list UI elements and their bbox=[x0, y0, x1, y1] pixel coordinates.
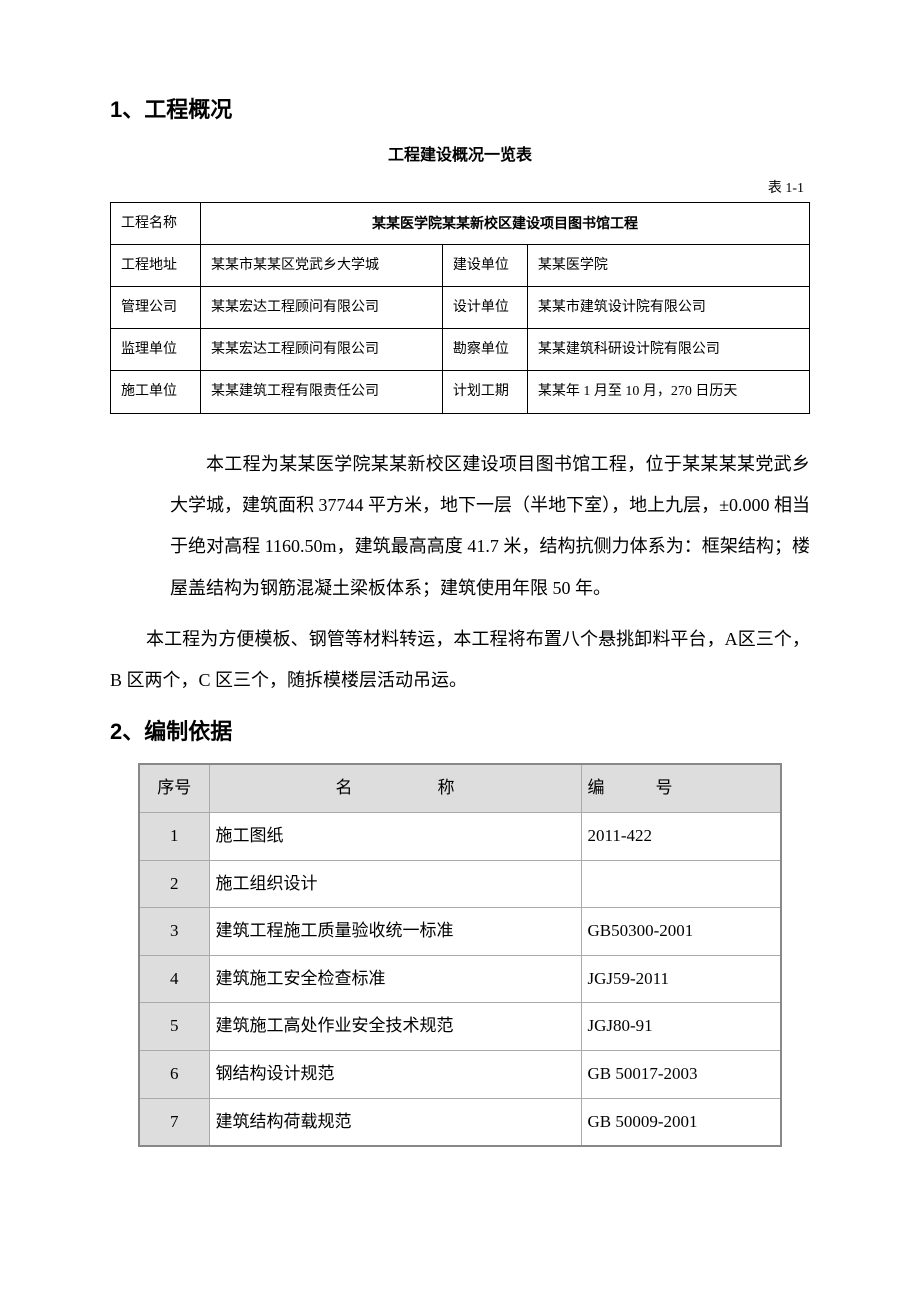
table-header-row: 序号 名 称 编 号 bbox=[139, 764, 781, 812]
cell-seq: 7 bbox=[139, 1098, 209, 1146]
cell-name: 施工图纸 bbox=[209, 813, 581, 861]
cell-code: 2011-422 bbox=[581, 813, 781, 861]
body-paragraph-1: 本工程为某某医学院某某新校区建设项目图书馆工程，位于某某某某党武乡大学城，建筑面… bbox=[170, 444, 810, 610]
table-row: 工程名称 某某医学院某某新校区建设项目图书馆工程 bbox=[111, 202, 810, 244]
table-row: 7 建筑结构荷载规范 GB 50009-2001 bbox=[139, 1098, 781, 1146]
overview-value: 某某宏达工程顾问有限公司 bbox=[201, 329, 443, 371]
table-row: 监理单位 某某宏达工程顾问有限公司 勘察单位 某某建筑科研设计院有限公司 bbox=[111, 329, 810, 371]
overview-label: 监理单位 bbox=[111, 329, 201, 371]
overview-value: 某某建筑科研设计院有限公司 bbox=[527, 329, 809, 371]
cell-seq: 2 bbox=[139, 860, 209, 908]
cell-name: 建筑工程施工质量验收统一标准 bbox=[209, 908, 581, 956]
overview-value: 某某医学院 bbox=[527, 244, 809, 286]
overview-value: 某某市建筑设计院有限公司 bbox=[527, 286, 809, 328]
basis-table: 序号 名 称 编 号 1 施工图纸 2011-422 2 施工组织设计 3 建筑… bbox=[138, 763, 782, 1147]
cell-name: 建筑施工高处作业安全技术规范 bbox=[209, 1003, 581, 1051]
table-row: 施工单位 某某建筑工程有限责任公司 计划工期 某某年 1 月至 10 月，270… bbox=[111, 371, 810, 413]
cell-code: GB 50009-2001 bbox=[581, 1098, 781, 1146]
overview-label: 施工单位 bbox=[111, 371, 201, 413]
table-row: 3 建筑工程施工质量验收统一标准 GB50300-2001 bbox=[139, 908, 781, 956]
overview-label: 建设单位 bbox=[442, 244, 527, 286]
overview-label: 工程名称 bbox=[111, 202, 201, 244]
section2-heading: 2、编制依据 bbox=[110, 712, 810, 752]
overview-label: 设计单位 bbox=[442, 286, 527, 328]
table-row: 6 钢结构设计规范 GB 50017-2003 bbox=[139, 1051, 781, 1099]
overview-label: 计划工期 bbox=[442, 371, 527, 413]
overview-value: 某某建筑工程有限责任公司 bbox=[201, 371, 443, 413]
overview-value: 某某年 1 月至 10 月，270 日历天 bbox=[527, 371, 809, 413]
overview-table-title: 工程建设概况一览表 bbox=[110, 142, 810, 171]
cell-name: 施工组织设计 bbox=[209, 860, 581, 908]
cell-name: 建筑结构荷载规范 bbox=[209, 1098, 581, 1146]
cell-code: JGJ80-91 bbox=[581, 1003, 781, 1051]
cell-name: 建筑施工安全检查标准 bbox=[209, 955, 581, 1003]
overview-label: 管理公司 bbox=[111, 286, 201, 328]
header-code: 编 号 bbox=[581, 764, 781, 812]
overview-table: 工程名称 某某医学院某某新校区建设项目图书馆工程 工程地址 某某市某某区党武乡大… bbox=[110, 202, 810, 414]
cell-seq: 1 bbox=[139, 813, 209, 861]
table-row: 管理公司 某某宏达工程顾问有限公司 设计单位 某某市建筑设计院有限公司 bbox=[111, 286, 810, 328]
table-row: 5 建筑施工高处作业安全技术规范 JGJ80-91 bbox=[139, 1003, 781, 1051]
overview-label: 勘察单位 bbox=[442, 329, 527, 371]
cell-seq: 5 bbox=[139, 1003, 209, 1051]
table-row: 工程地址 某某市某某区党武乡大学城 建设单位 某某医学院 bbox=[111, 244, 810, 286]
cell-seq: 4 bbox=[139, 955, 209, 1003]
table-row: 2 施工组织设计 bbox=[139, 860, 781, 908]
cell-seq: 6 bbox=[139, 1051, 209, 1099]
cell-code bbox=[581, 860, 781, 908]
overview-value: 某某市某某区党武乡大学城 bbox=[201, 244, 443, 286]
cell-code: GB 50017-2003 bbox=[581, 1051, 781, 1099]
cell-name: 钢结构设计规范 bbox=[209, 1051, 581, 1099]
body-paragraph-2: 本工程为方便模板、钢管等材料转运，本工程将布置八个悬挑卸料平台，A区三个，B 区… bbox=[110, 619, 810, 702]
cell-seq: 3 bbox=[139, 908, 209, 956]
table-row: 4 建筑施工安全检查标准 JGJ59-2011 bbox=[139, 955, 781, 1003]
table-row: 1 施工图纸 2011-422 bbox=[139, 813, 781, 861]
cell-code: GB50300-2001 bbox=[581, 908, 781, 956]
header-seq: 序号 bbox=[139, 764, 209, 812]
section1-heading: 1、工程概况 bbox=[110, 90, 810, 130]
overview-label: 工程地址 bbox=[111, 244, 201, 286]
header-name: 名 称 bbox=[209, 764, 581, 812]
overview-value: 某某宏达工程顾问有限公司 bbox=[201, 286, 443, 328]
project-name-value: 某某医学院某某新校区建设项目图书馆工程 bbox=[201, 202, 810, 244]
cell-code: JGJ59-2011 bbox=[581, 955, 781, 1003]
overview-table-ref: 表 1-1 bbox=[110, 176, 810, 201]
